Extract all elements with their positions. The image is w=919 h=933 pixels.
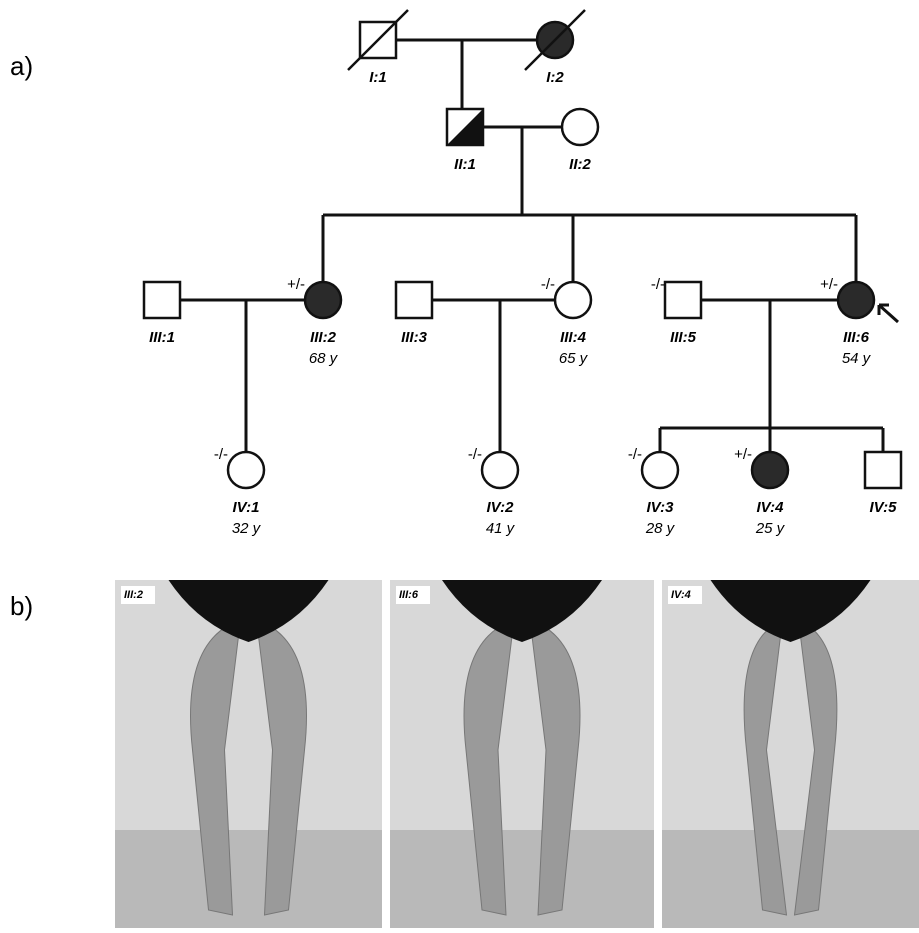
genotype: -/- <box>651 276 665 293</box>
figure: a) b) I:1 I:2 II:1 II:2 III:1 III:2 68 y +/- III… <box>0 0 919 928</box>
genotype: +/- <box>820 276 838 293</box>
female-symbol <box>562 109 598 145</box>
photo-label: IV:4 <box>671 589 691 601</box>
node-label: I:2 <box>546 69 564 86</box>
genotype: -/- <box>214 446 228 463</box>
node-label: I:1 <box>369 69 387 86</box>
panel-label: a) <box>10 51 33 81</box>
panel-label: b) <box>10 591 33 621</box>
node-label: III:5 <box>670 329 696 346</box>
node-label: II:1 <box>454 156 476 173</box>
node-label: III:3 <box>401 329 427 346</box>
photo-label: III:2 <box>124 589 143 601</box>
genotype: -/- <box>468 446 482 463</box>
node-label: IV:2 <box>487 499 515 516</box>
genotype: -/- <box>541 276 555 293</box>
female-symbol <box>482 452 518 488</box>
female-symbol <box>752 452 788 488</box>
female-symbol <box>642 452 678 488</box>
node-age: 68 y <box>309 350 339 367</box>
lines <box>180 300 883 452</box>
node-label: III:6 <box>843 329 869 346</box>
photo-label: III:6 <box>399 589 419 601</box>
node-age: 65 y <box>559 350 589 367</box>
male-symbol <box>665 282 701 318</box>
male-symbol <box>144 282 180 318</box>
pedigree-lines <box>180 40 898 452</box>
genotype: +/- <box>287 276 305 293</box>
female-symbol <box>305 282 341 318</box>
node-label: IV:5 <box>870 499 898 516</box>
node-age: 32 y <box>232 520 262 537</box>
node-label: III:1 <box>149 329 175 346</box>
photo: IV:4 <box>662 580 919 928</box>
genotype: -/- <box>628 446 642 463</box>
node-label: IV:4 <box>757 499 785 516</box>
photo-floor <box>662 830 919 928</box>
node-age: 28 y <box>645 520 676 537</box>
node-label: IV:1 <box>233 499 260 516</box>
photo: III:6 <box>390 580 654 928</box>
female-symbol <box>555 282 591 318</box>
photo: III:2 <box>115 580 382 928</box>
proband-arrow <box>879 305 898 322</box>
female-symbol <box>838 282 874 318</box>
node-age: 41 y <box>486 520 516 537</box>
node-label: III:4 <box>560 329 586 346</box>
node-label: III:2 <box>310 329 336 346</box>
node-age: 54 y <box>842 350 872 367</box>
node-label: II:2 <box>569 156 591 173</box>
photo-floor <box>115 830 382 928</box>
photo-floor <box>390 830 654 928</box>
genotype: +/- <box>734 446 752 463</box>
female-symbol <box>228 452 264 488</box>
node-age: 25 y <box>755 520 786 537</box>
male-symbol <box>396 282 432 318</box>
male-symbol <box>865 452 901 488</box>
node-label: IV:3 <box>647 499 675 516</box>
